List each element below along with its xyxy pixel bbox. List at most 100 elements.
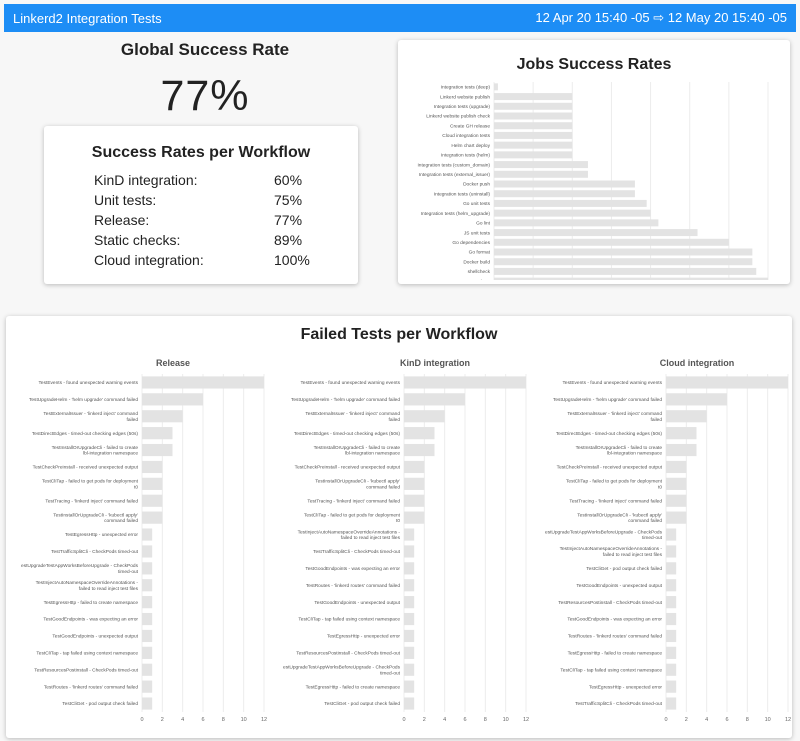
bar[interactable]: [666, 545, 677, 558]
bar[interactable]: [404, 376, 526, 389]
bar[interactable]: [494, 83, 498, 91]
bar[interactable]: [404, 579, 415, 592]
bar[interactable]: [666, 697, 677, 710]
bar[interactable]: [142, 410, 183, 423]
bar[interactable]: [666, 596, 677, 609]
bar[interactable]: [142, 393, 203, 406]
y-tick-label: Integration tests (helm_upgrade): [421, 211, 491, 217]
bar[interactable]: [404, 596, 415, 609]
bar[interactable]: [404, 393, 465, 406]
bar[interactable]: [404, 477, 425, 490]
y-tick-label: TestUpgradeHelm - 'helm upgrade' command…: [291, 397, 400, 403]
bar[interactable]: [666, 494, 687, 507]
bar[interactable]: [494, 141, 573, 149]
bar[interactable]: [494, 238, 729, 246]
bar[interactable]: [142, 477, 163, 490]
y-tick-label: Go dependencies: [452, 240, 490, 246]
bar[interactable]: [494, 102, 573, 110]
bar[interactable]: [494, 122, 573, 130]
y-tick-label: estUpgradeTestAppWorksBeforeUpgrade - Ch…: [545, 529, 663, 535]
bar[interactable]: [404, 697, 415, 710]
bar[interactable]: [142, 511, 163, 524]
bar[interactable]: [404, 562, 415, 575]
x-tick-label: 12: [261, 717, 267, 723]
bar[interactable]: [666, 427, 697, 440]
bar[interactable]: [142, 562, 153, 575]
bar[interactable]: [494, 267, 757, 275]
bar[interactable]: [666, 629, 677, 643]
bar[interactable]: [142, 494, 163, 507]
bar[interactable]: [494, 248, 753, 256]
bar[interactable]: [494, 112, 573, 120]
bar[interactable]: [404, 663, 415, 676]
y-tick-label: Docker build: [463, 259, 490, 265]
y-tick-label: TestGoodEndpoints - unexpected output: [52, 634, 138, 640]
bar[interactable]: [404, 629, 415, 643]
bar[interactable]: [142, 629, 153, 643]
bar[interactable]: [142, 646, 153, 659]
bar[interactable]: [666, 612, 677, 626]
bar[interactable]: [142, 427, 173, 440]
bar[interactable]: [142, 579, 153, 592]
bar[interactable]: [494, 161, 588, 169]
bar[interactable]: [142, 528, 153, 541]
bar[interactable]: [142, 697, 153, 710]
bar[interactable]: [142, 663, 153, 676]
bar[interactable]: [404, 410, 445, 423]
bar[interactable]: [494, 258, 753, 266]
bar[interactable]: [666, 460, 687, 474]
bar[interactable]: [494, 229, 698, 237]
bar[interactable]: [404, 443, 435, 457]
bar[interactable]: [404, 612, 415, 626]
y-tick-label: TestDirectEdges - timed-out checking edg…: [556, 431, 663, 437]
bar[interactable]: [666, 528, 677, 541]
bar[interactable]: [666, 477, 687, 490]
bar[interactable]: [404, 528, 415, 541]
y-tick-label: TestEgressHttp - unexpected error: [327, 634, 400, 640]
bar[interactable]: [666, 376, 788, 389]
bar[interactable]: [494, 277, 768, 280]
bar[interactable]: [666, 393, 727, 406]
bar[interactable]: [404, 545, 415, 558]
bar[interactable]: [666, 562, 677, 575]
bar[interactable]: [494, 131, 573, 139]
y-tick-label: TestUpgradeHelm - 'helm upgrade' command…: [29, 397, 138, 403]
y-tick-label: JS unit tests: [464, 230, 491, 236]
bar[interactable]: [404, 460, 425, 474]
bar[interactable]: [666, 443, 697, 457]
date-range[interactable]: 12 Apr 20 15:40 -05 ⇨ 12 May 20 15:40 -0…: [535, 10, 787, 25]
bar[interactable]: [666, 663, 677, 676]
y-tick-label: Integration tests (upgrade): [434, 104, 491, 110]
bar[interactable]: [666, 410, 707, 423]
bar[interactable]: [142, 443, 173, 457]
bar[interactable]: [142, 612, 153, 626]
bar[interactable]: [404, 680, 415, 693]
y-tick-label: Helm chart deploy: [451, 143, 490, 149]
y-tick-label: TestCheckPreinstall - received unexpecte…: [557, 465, 663, 471]
x-tick-label: 8: [746, 717, 749, 723]
bar[interactable]: [494, 219, 659, 227]
bar[interactable]: [142, 376, 264, 389]
bar[interactable]: [404, 427, 435, 440]
bar[interactable]: [494, 180, 635, 188]
bar[interactable]: [142, 460, 163, 474]
bar[interactable]: [494, 199, 647, 207]
bar[interactable]: [404, 511, 425, 524]
workflow-rates-table: KinD integration: 60% Unit tests: 75% Rele…: [94, 170, 310, 270]
bar[interactable]: [494, 93, 573, 101]
bar[interactable]: [142, 680, 153, 693]
bar[interactable]: [666, 511, 687, 524]
bar[interactable]: [494, 190, 635, 198]
y-tick-label: TestInstallOrUpgradeCli - failed to crea…: [314, 445, 401, 451]
bar[interactable]: [404, 494, 425, 507]
bar[interactable]: [404, 646, 415, 659]
y-tick-label: Linkerd website publish: [440, 94, 490, 100]
bar[interactable]: [494, 209, 651, 217]
bar[interactable]: [666, 646, 677, 659]
bar[interactable]: [494, 151, 573, 159]
bar[interactable]: [666, 579, 677, 592]
bar[interactable]: [142, 596, 153, 609]
bar[interactable]: [142, 545, 153, 558]
bar[interactable]: [494, 170, 588, 178]
bar[interactable]: [666, 680, 677, 693]
